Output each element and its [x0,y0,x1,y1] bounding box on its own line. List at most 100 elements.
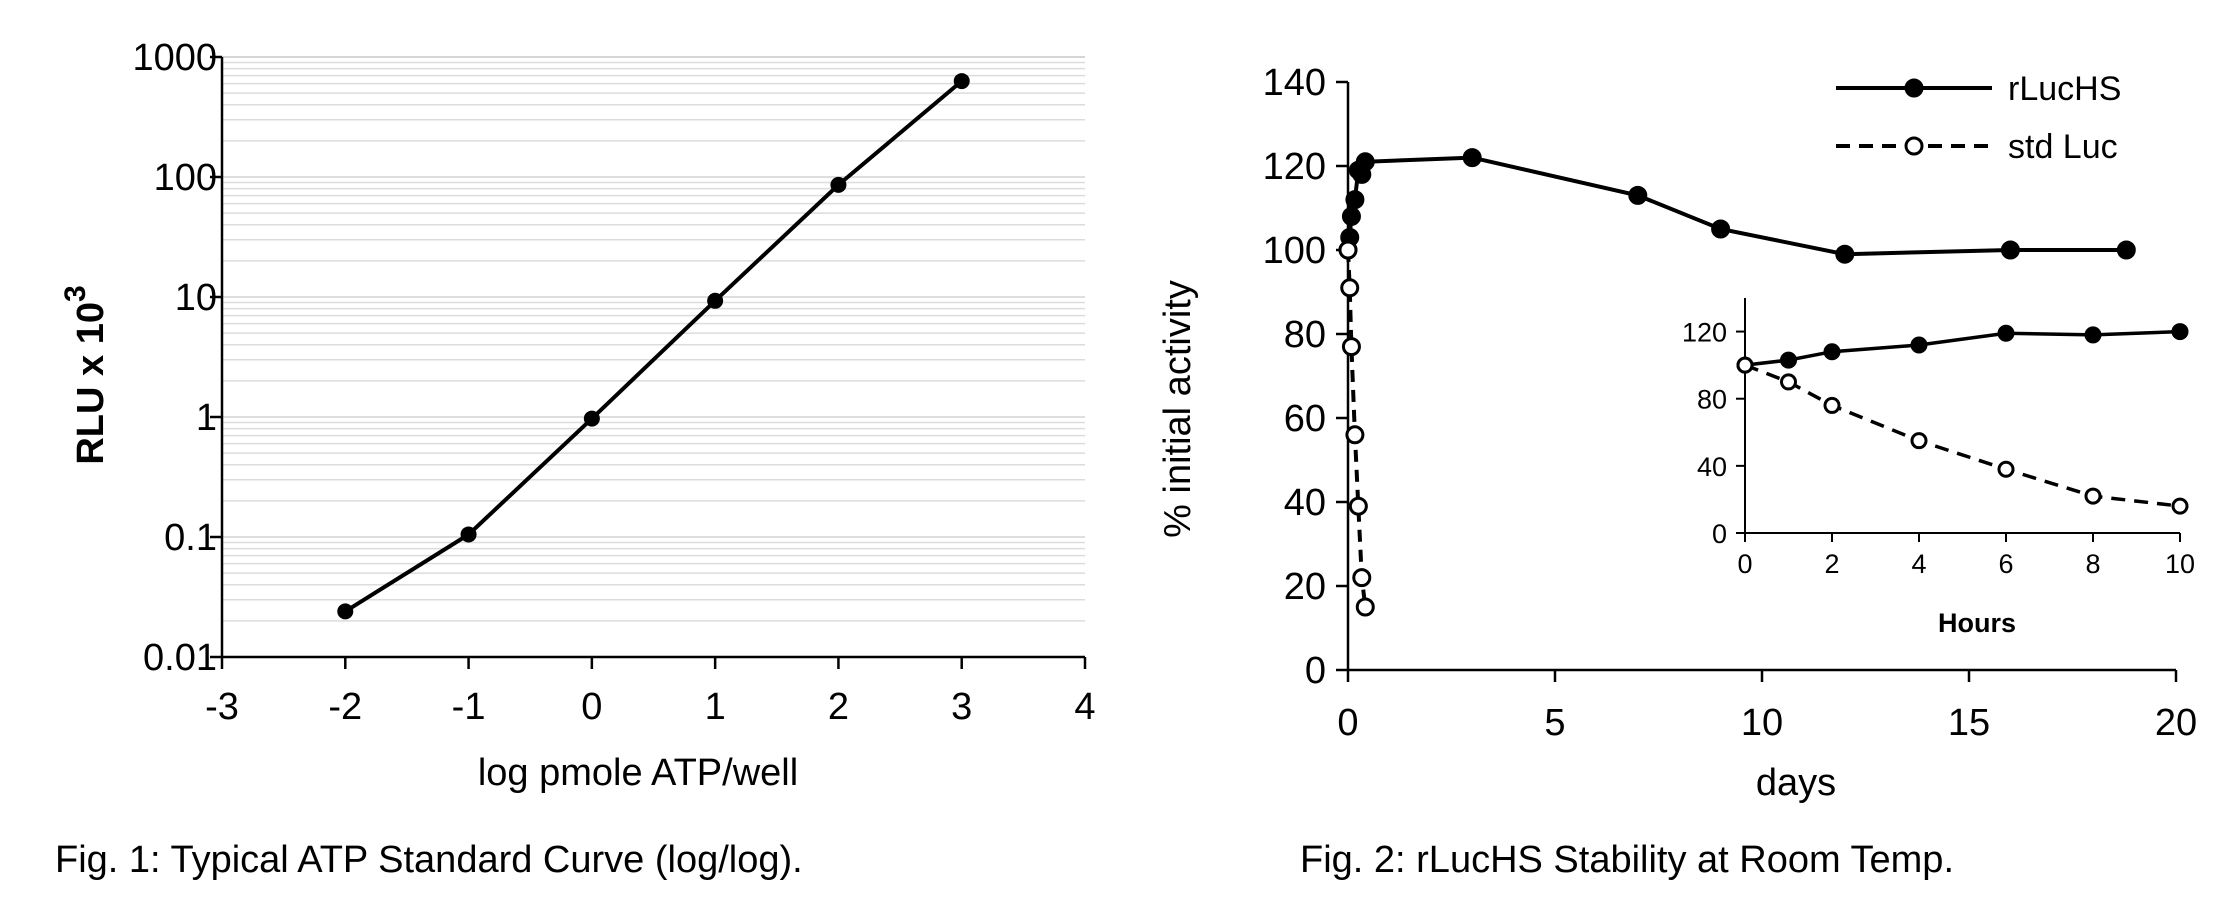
inset-axes [1736,298,2181,542]
fig2-y-tick-label: 20 [1284,566,1326,608]
fig2-y-tick-label: 40 [1284,482,1326,524]
inset-stdluc-point [1823,396,1841,414]
inset-stdluc-point [1910,432,1928,450]
inset-rluchs-point [1997,324,2015,342]
fig2-stdluc-point [1341,337,1361,357]
inset-series [1736,323,2189,515]
inset-stdluc-point [1736,356,1754,374]
fig1-x-tick-label: 1 [705,686,726,728]
inset-x-tick-label: 8 [2085,549,2100,579]
fig2-stdluc-point [1345,425,1365,445]
inset-rluchs-point [2084,326,2102,344]
fig1-y-axis-label: RLU x 103 [59,285,112,464]
inset-stdluc-point [1997,460,2015,478]
fig2-y-tick-label: 120 [1263,146,1326,188]
fig2-series [1338,148,2136,617]
inset-rluchs-point [1780,351,1797,369]
fig2-rluchs-point [2116,240,2136,260]
fig1-x-tick-label: 3 [951,686,972,728]
fig2-rluchs-line [1346,155,2127,257]
fig1-y-tick-label: 0.1 [164,517,217,559]
fig1-x-tick-label: 4 [1074,686,1095,728]
legend-rluchs-label: rLucHS [2008,70,2121,108]
fig2-x-tick-label: 15 [1948,702,1990,744]
fig1-data-point [583,410,600,427]
fig1-data-point [337,603,354,620]
fig1-data-point [830,176,847,193]
fig2-inset-chart: 0 2 4 6 8 10 0 40 80 120 Hours [1682,298,2195,638]
fig2-stdluc-point [1348,496,1368,516]
fig1-x-axis-label: log pmole ATP/well [478,752,798,794]
fig2-y-tick-label: 80 [1284,314,1326,356]
inset-stdluc-line [1744,363,2181,508]
fig1-data-point [707,292,724,309]
fig2-rluchs-point [1355,152,1375,172]
legend-rluchs-marker [1904,78,1924,98]
inset-rluchs-line [1744,329,2181,367]
inset-tick-labels: 0 2 4 6 8 10 0 40 80 120 [1682,318,2195,579]
fig2-stdluc-point [1352,568,1372,588]
fig2-rluchs-point [1711,219,1731,239]
inset-stdluc-point [2084,487,2102,505]
inset-rluchs-point [1823,343,1841,361]
fig2-y-tick-label: 60 [1284,398,1326,440]
fig2-rluchs-point [1345,190,1365,210]
inset-y-tick-label: 80 [1697,385,1727,415]
fig2-rluchs-point [1341,206,1361,226]
inset-stdluc-point [2171,497,2189,515]
inset-x-tick-label: 2 [1824,549,1839,579]
inset-x-axis-label: Hours [1938,608,2016,638]
fig1-series-line [344,79,963,614]
fig2-rluchs-point [2000,240,2020,260]
fig2-y-axis-label: % initial activity [1157,280,1199,538]
fig1-caption: Fig. 1: Typical ATP Standard Curve (log/… [55,839,803,881]
fig1-y-tick-label: 1000 [132,37,217,79]
fig2-y-tick-label: 0 [1305,650,1326,692]
fig1-y-tick-label: 10 [175,277,217,319]
fig2-x-tick-label: 20 [2155,702,2197,744]
inset-x-tick-label: 4 [1911,549,1926,579]
fig1-x-tick-label: 2 [828,686,849,728]
inset-stdluc-point [1780,373,1797,391]
fig2-stdluc-point [1338,240,1358,260]
fig1-y-tick-label: 100 [154,157,217,199]
inset-y-tick-label: 40 [1697,452,1727,482]
fig2-x-tick-label: 10 [1741,702,1783,744]
fig2-legend: rLucHS std Luc [1836,70,2121,166]
fig1-x-tick-label: 0 [581,686,602,728]
fig1-y-axis-label-superscript: 3 [59,285,92,302]
inset-y-tick-label: 120 [1682,318,1727,348]
fig2-y-tick-label: 140 [1263,62,1326,104]
fig1-y-axis-label-text: RLU x 10 [70,302,112,465]
fig1-x-tick-label: -1 [452,686,486,728]
fig1-series [337,73,970,620]
fig1-y-tick-label: 1 [196,397,217,439]
fig2-rluchs-point [1628,185,1648,205]
fig2-y-tick-label: 100 [1263,230,1326,272]
inset-x-tick-label: 10 [2165,549,2195,579]
inset-x-tick-label: 0 [1737,549,1752,579]
fig2-axes [1336,80,2178,682]
fig1-data-point [953,73,970,90]
fig1-axes [210,55,1087,669]
fig2-stdluc-point [1355,597,1375,617]
fig2-caption: Fig. 2: rLucHS Stability at Room Temp. [1300,839,1954,881]
fig1-data-point [460,526,477,543]
fig1-tick-labels: -3 -2 -1 0 1 2 3 4 0.01 0.1 1 10 100 1000 [132,37,1095,728]
fig2-x-tick-label: 5 [1544,702,1565,744]
fig2-x-axis-label: days [1756,762,1836,804]
fig2-rluchs-point [1462,148,1482,168]
fig1-gridlines [222,56,1085,622]
fig2-x-tick-label: 0 [1337,702,1358,744]
fig1-y-tick-label: 0.01 [143,637,217,679]
fig2-rluchs-point [1835,244,1855,264]
inset-x-tick-label: 6 [1998,549,2013,579]
fig2-stdluc-point [1340,278,1360,298]
legend-stdluc-marker [1904,136,1924,156]
fig1-x-tick-label: -2 [328,686,362,728]
fig1-chart: -3 -2 -1 0 1 2 3 4 0.01 0.1 1 10 100 1000 log pmole A… [55,37,1096,881]
inset-rluchs-point [2171,323,2189,341]
inset-rluchs-point [1910,336,1928,354]
